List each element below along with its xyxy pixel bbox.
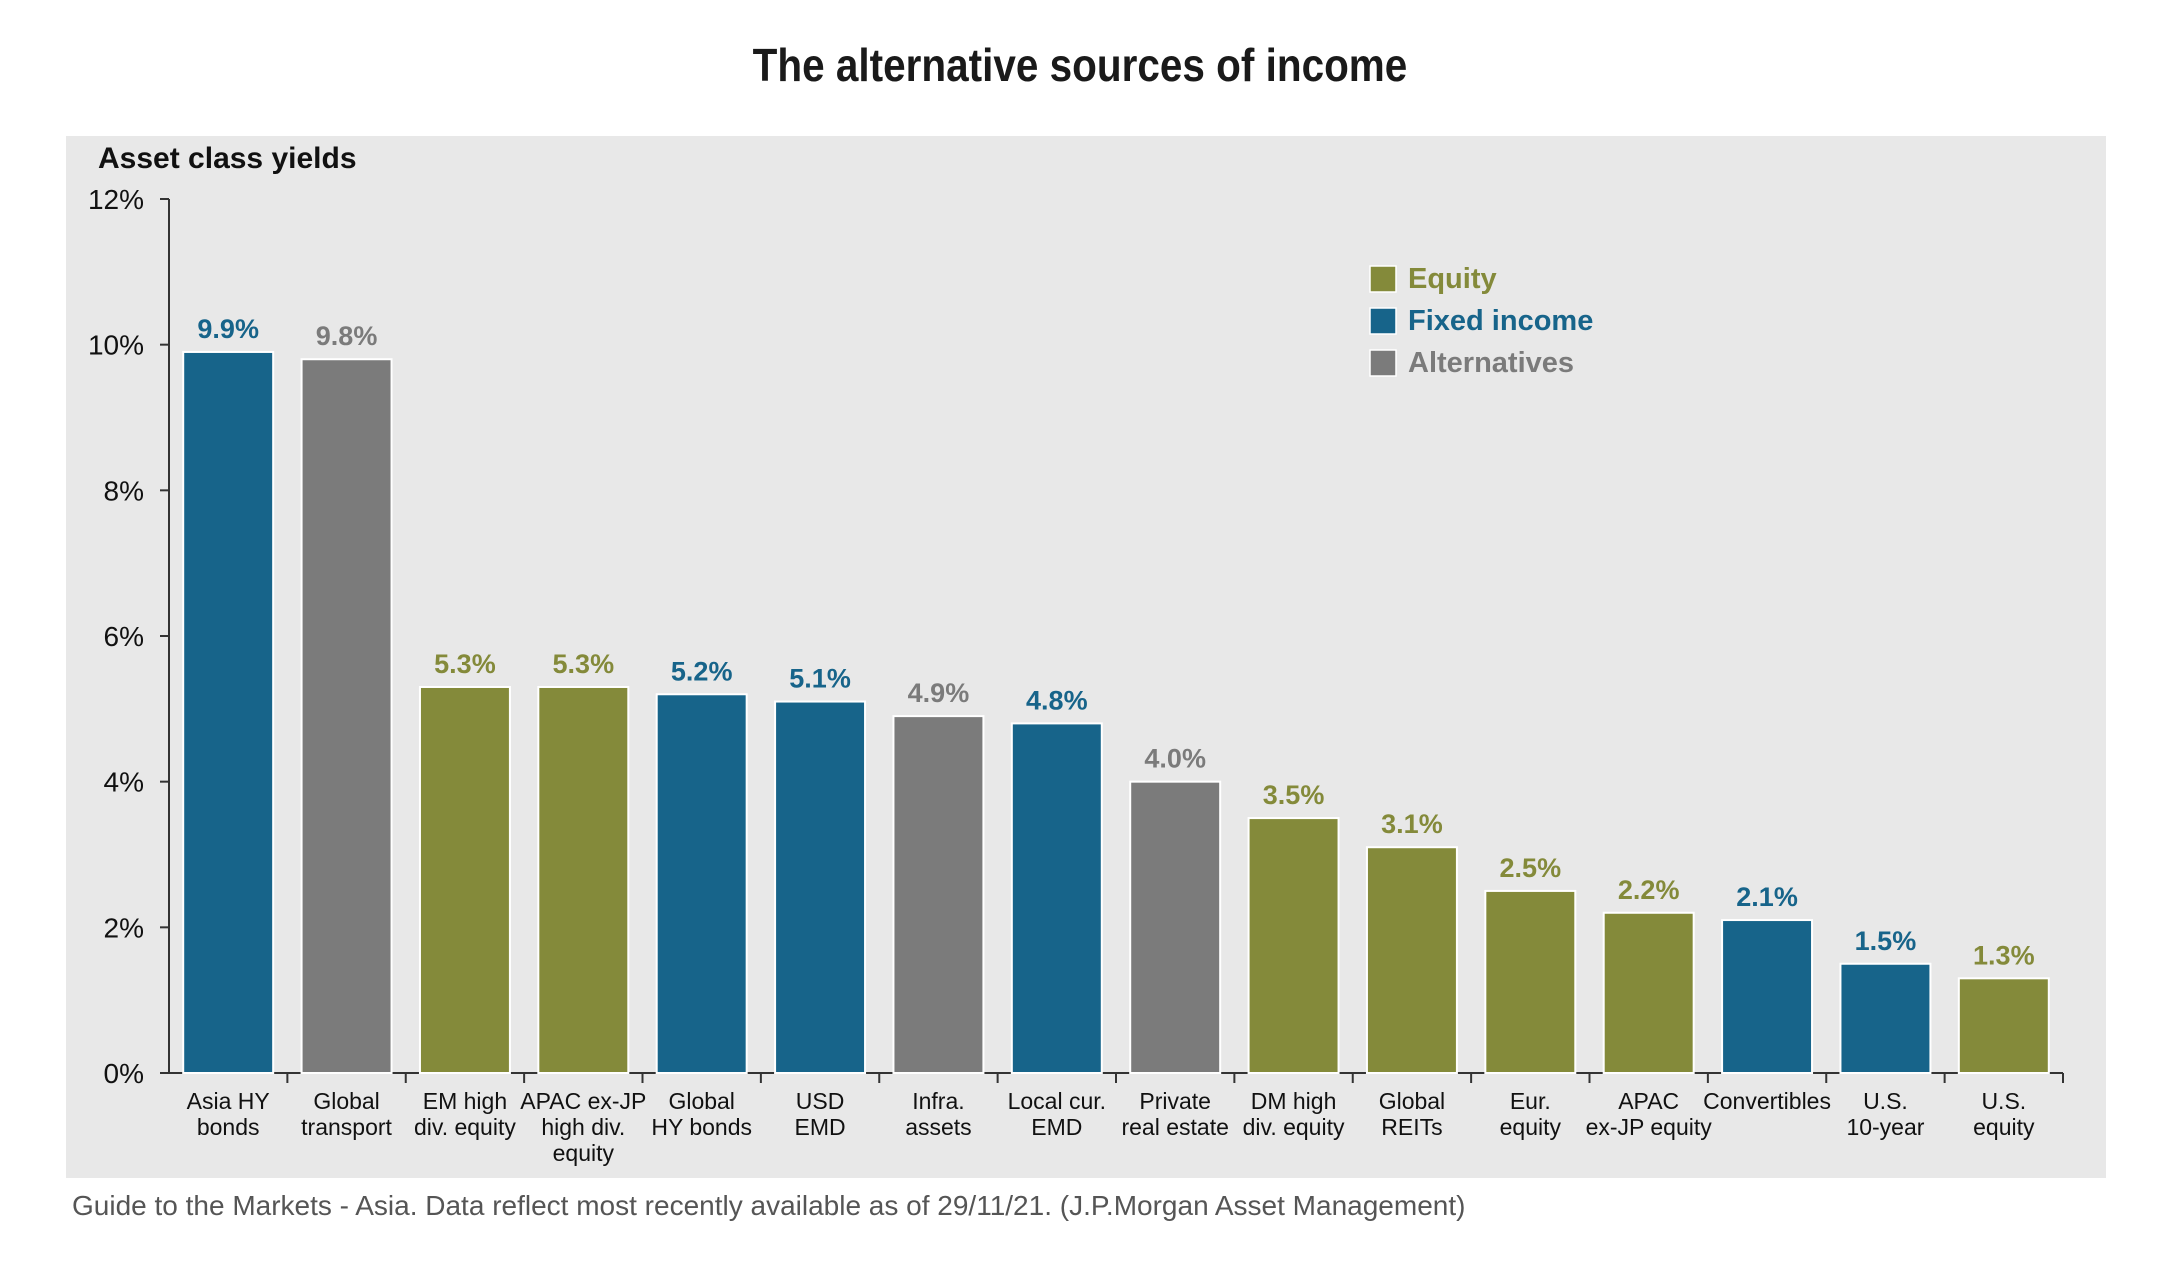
bar bbox=[892, 715, 985, 1074]
bar bbox=[1484, 889, 1577, 1075]
data-label: 4.8% bbox=[1026, 685, 1088, 715]
data-label: 2.2% bbox=[1618, 875, 1680, 905]
legend-swatch bbox=[1369, 349, 1397, 377]
x-tick-label: div. equity bbox=[1243, 1114, 1345, 1140]
x-tick-label: equity bbox=[553, 1140, 615, 1166]
x-tick-label: APAC bbox=[1618, 1088, 1679, 1114]
page-title: The alternative sources of income bbox=[752, 39, 1408, 91]
legend-label: Equity bbox=[1408, 263, 1497, 295]
data-label: 1.5% bbox=[1855, 926, 1917, 956]
x-tick-label: Global bbox=[313, 1088, 379, 1114]
bar bbox=[182, 350, 275, 1074]
x-tick-label: APAC ex-JP bbox=[520, 1088, 646, 1114]
x-tick-label: ex-JP equity bbox=[1586, 1114, 1713, 1140]
x-tick-label: div. equity bbox=[414, 1114, 516, 1140]
y-tick-label: 4% bbox=[104, 767, 144, 798]
bar bbox=[1957, 977, 2050, 1074]
x-tick-label: EM high bbox=[423, 1088, 507, 1114]
y-tick-label: 10% bbox=[88, 330, 144, 361]
legend-label: Alternatives bbox=[1408, 347, 1574, 379]
x-tick-label: Convertibles bbox=[1703, 1088, 1831, 1114]
x-tick-label: high div. bbox=[541, 1114, 625, 1140]
bar bbox=[774, 700, 867, 1074]
x-tick-label: U.S. bbox=[1863, 1088, 1908, 1114]
data-label: 3.5% bbox=[1263, 780, 1325, 810]
chart-panel: Asset class yields 0% 2% 4% 6% 8% 10% 12% 9.9% As… bbox=[66, 136, 2106, 1178]
x-tick-label: DM high bbox=[1251, 1088, 1337, 1114]
x-tick-label: assets bbox=[905, 1114, 971, 1140]
data-label: 2.5% bbox=[1500, 853, 1562, 883]
data-label: 4.0% bbox=[1144, 744, 1206, 774]
legend-swatch bbox=[1369, 265, 1397, 293]
bar bbox=[1247, 817, 1340, 1074]
bar bbox=[1365, 846, 1458, 1075]
bar bbox=[1129, 780, 1222, 1075]
y-tick-label: 0% bbox=[104, 1058, 144, 1089]
bar bbox=[300, 358, 393, 1074]
bar bbox=[1839, 962, 1932, 1074]
x-tick-label: USD bbox=[796, 1088, 845, 1114]
data-label: 9.8% bbox=[316, 321, 378, 351]
x-tick-label: Global bbox=[668, 1088, 734, 1114]
x-tick-label: Eur. bbox=[1510, 1088, 1551, 1114]
data-label: 4.9% bbox=[908, 678, 970, 708]
data-label: 3.1% bbox=[1381, 809, 1443, 839]
bar bbox=[1602, 911, 1695, 1074]
y-tick-label: 8% bbox=[104, 475, 144, 506]
x-tick-label: Global bbox=[1379, 1088, 1445, 1114]
x-tick-label: EMD bbox=[1031, 1114, 1082, 1140]
x-tick-label: Asia HY bbox=[187, 1088, 270, 1114]
x-tick-label: U.S. bbox=[1981, 1088, 2026, 1114]
legend-swatch bbox=[1369, 307, 1397, 335]
y-tick-label: 6% bbox=[104, 621, 144, 652]
chart-subtitle: Asset class yields bbox=[98, 142, 357, 175]
data-label: 2.1% bbox=[1736, 882, 1798, 912]
bar bbox=[1010, 722, 1103, 1075]
y-tick-label: 2% bbox=[104, 912, 144, 943]
x-tick-label: EMD bbox=[795, 1114, 846, 1140]
data-label: 1.3% bbox=[1973, 940, 2035, 970]
x-tick-label: transport bbox=[301, 1114, 392, 1140]
x-tick-label: equity bbox=[1500, 1114, 1562, 1140]
data-label: 9.9% bbox=[197, 314, 259, 344]
source-footnote: Guide to the Markets - Asia. Data reflec… bbox=[72, 1190, 1466, 1221]
x-tick-label: real estate bbox=[1121, 1114, 1228, 1140]
data-label: 5.2% bbox=[671, 656, 733, 686]
x-tick-label: bonds bbox=[197, 1114, 260, 1140]
bar bbox=[655, 693, 748, 1074]
bar bbox=[418, 685, 511, 1074]
bar bbox=[537, 685, 630, 1074]
x-tick-label: HY bonds bbox=[651, 1114, 752, 1140]
x-tick-label: REITs bbox=[1381, 1114, 1442, 1140]
y-tick-label: 12% bbox=[88, 184, 144, 215]
bar bbox=[1721, 919, 1814, 1074]
data-label: 5.3% bbox=[434, 649, 496, 679]
x-tick-label: equity bbox=[1973, 1114, 2035, 1140]
legend-label: Fixed income bbox=[1408, 305, 1593, 337]
bar-chart: Asset class yields 0% 2% 4% 6% 8% 10% 12% 9.9% As… bbox=[88, 142, 2064, 1166]
x-tick-label: Infra. bbox=[912, 1088, 964, 1114]
x-tick-label: Local cur. bbox=[1008, 1088, 1106, 1114]
x-tick-label: 10-year bbox=[1846, 1114, 1924, 1140]
data-label: 5.3% bbox=[553, 649, 615, 679]
x-tick-label: Private bbox=[1139, 1088, 1211, 1114]
data-label: 5.1% bbox=[789, 664, 851, 694]
